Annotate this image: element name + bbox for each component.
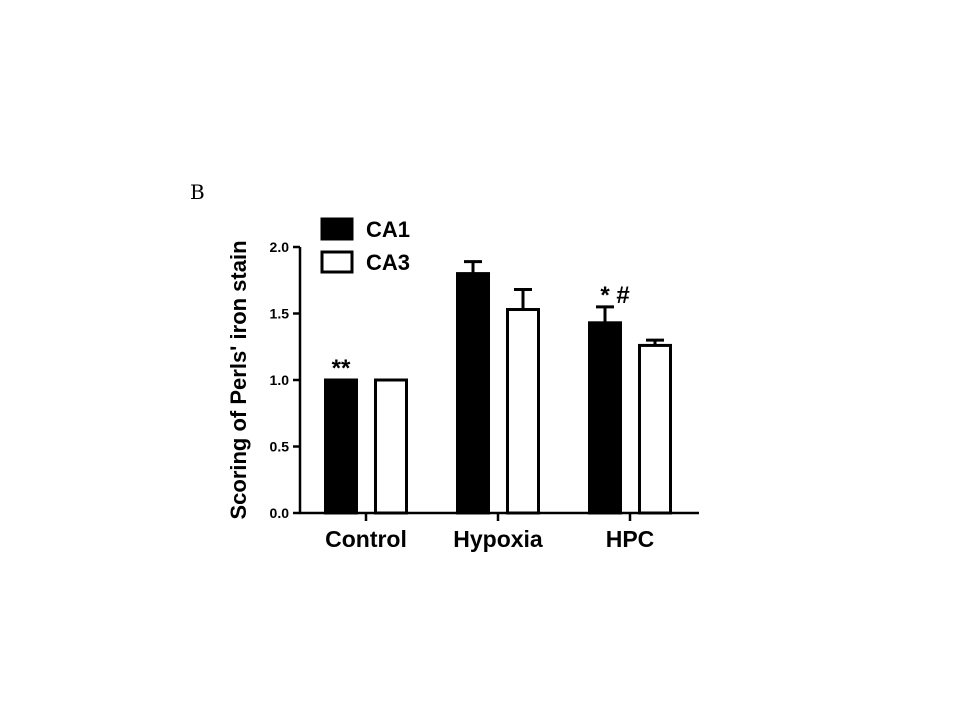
y-tick-label-1: 0.5 xyxy=(270,439,290,455)
x-tick-label-1: Hypoxia xyxy=(453,526,543,552)
bar-ca1-hpc xyxy=(588,321,622,515)
legend-label-ca3: CA3 xyxy=(366,250,410,275)
legend-swatch-ca3 xyxy=(320,250,354,274)
bar-ca3-hypoxia xyxy=(506,308,540,515)
legend-swatch-ca1 xyxy=(320,217,354,241)
y-axis-title: Scoring of Perls' iron stain xyxy=(226,240,251,519)
bar-ca3-hpc xyxy=(638,343,672,515)
x-tick-label-0: Control xyxy=(325,526,407,552)
legend-label-ca1: CA1 xyxy=(366,217,410,242)
y-tick-label-3: 1.5 xyxy=(270,306,290,322)
bar-ca1-hypoxia xyxy=(456,272,490,515)
bar-ca1-control xyxy=(324,378,358,515)
bar-ca3-control xyxy=(374,378,408,515)
significance-label-2: * # xyxy=(600,282,629,309)
x-tick-label-2: HPC xyxy=(606,526,655,552)
significance-label-0: ** xyxy=(332,355,351,382)
panel-label: B xyxy=(190,180,205,204)
y-tick-label-0: 0.0 xyxy=(270,505,290,521)
y-tick-label-4: 2.0 xyxy=(270,239,290,255)
y-tick-label-2: 1.0 xyxy=(270,372,290,388)
